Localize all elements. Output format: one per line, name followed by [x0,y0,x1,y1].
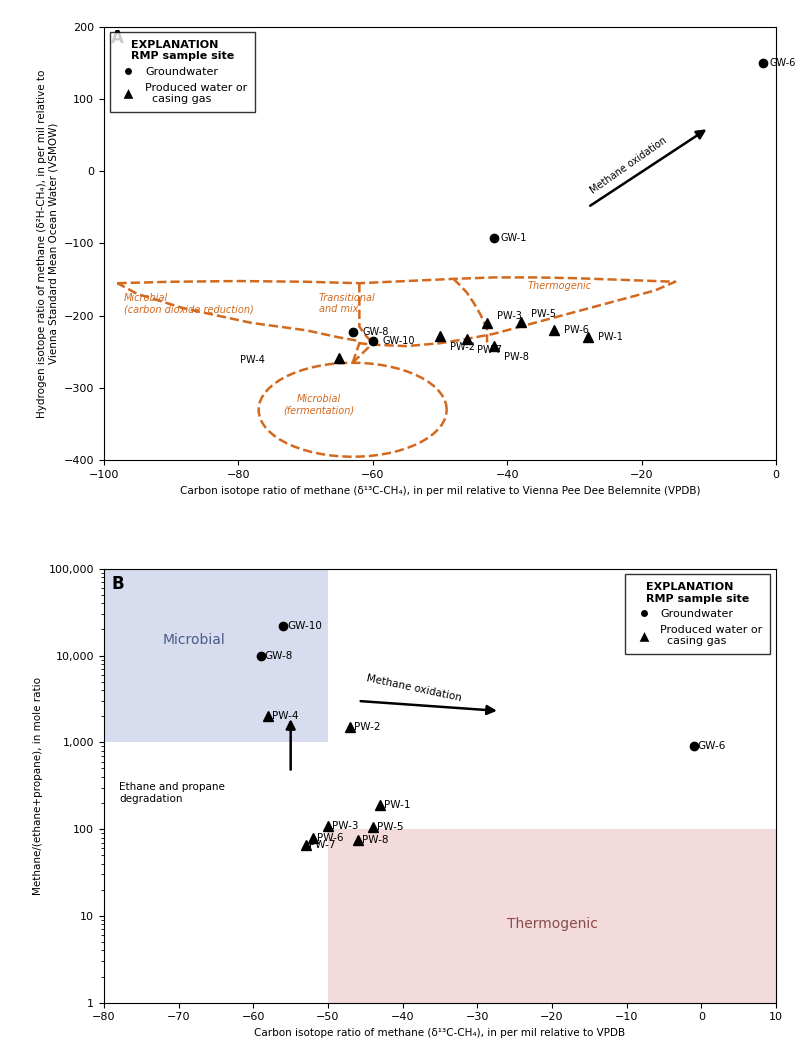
Text: GW-8: GW-8 [265,650,293,661]
Text: PW-6: PW-6 [317,833,343,842]
Text: A: A [110,29,123,47]
Text: PW-1: PW-1 [384,800,410,810]
Bar [328,829,776,1003]
Text: GW-10: GW-10 [383,336,415,346]
Text: PW-4: PW-4 [241,354,266,365]
Text: PW-5: PW-5 [530,310,556,319]
Text: Methane oxidation: Methane oxidation [366,674,462,703]
Text: Microbial
(fermentation): Microbial (fermentation) [283,394,354,416]
Text: Transitional
and mix: Transitional and mix [319,293,376,314]
Text: GW-1: GW-1 [501,233,527,243]
Text: PW-4: PW-4 [272,711,298,721]
Text: PW-3: PW-3 [497,311,522,320]
Text: PW-6: PW-6 [564,326,589,335]
Text: Microbial: Microbial [162,633,225,647]
X-axis label: Carbon isotope ratio of methane (δ¹³C-CH₄), in per mil relative to VPDB: Carbon isotope ratio of methane (δ¹³C-CH… [254,1028,626,1038]
Text: PW-8: PW-8 [504,352,529,362]
Text: GW-10: GW-10 [287,621,322,631]
Legend: Groundwater, Produced water or
  casing gas: Groundwater, Produced water or casing ga… [625,574,770,655]
Legend: Groundwater, Produced water or
  casing gas: Groundwater, Produced water or casing ga… [110,32,255,112]
Text: GW-6: GW-6 [770,57,796,68]
X-axis label: Carbon isotope ratio of methane (δ¹³C-CH₄), in per mil relative to Vienna Pee De: Carbon isotope ratio of methane (δ¹³C-CH… [180,486,700,495]
Text: PW-7: PW-7 [477,345,502,354]
Y-axis label: Hydrogen isotope ratio of methane (δ²H-CH₄), in per mil relative to
Vienna Stand: Hydrogen isotope ratio of methane (δ²H-C… [37,69,58,418]
Text: PW-2: PW-2 [450,342,475,352]
Text: PW-5: PW-5 [377,822,403,832]
Text: GW-6: GW-6 [698,742,726,751]
Bar [104,569,328,743]
Text: Thermogenic: Thermogenic [527,281,591,291]
Text: PW-1: PW-1 [598,332,622,343]
Text: Methane oxidation: Methane oxidation [588,135,668,195]
Y-axis label: Methane/(ethane+propane), in mole ratio: Methane/(ethane+propane), in mole ratio [34,677,43,894]
Text: GW-8: GW-8 [362,327,389,336]
Text: B: B [111,575,124,593]
Text: PW-8: PW-8 [362,835,388,845]
Text: Ethane and propane
degradation: Ethane and propane degradation [119,782,225,803]
Text: PW-2: PW-2 [354,723,381,732]
Text: PW-7: PW-7 [310,840,336,850]
Text: PW-3: PW-3 [332,820,358,831]
Text: Thermogenic: Thermogenic [506,918,598,932]
Text: Microbial
(carbon dioxide reduction): Microbial (carbon dioxide reduction) [124,293,254,314]
